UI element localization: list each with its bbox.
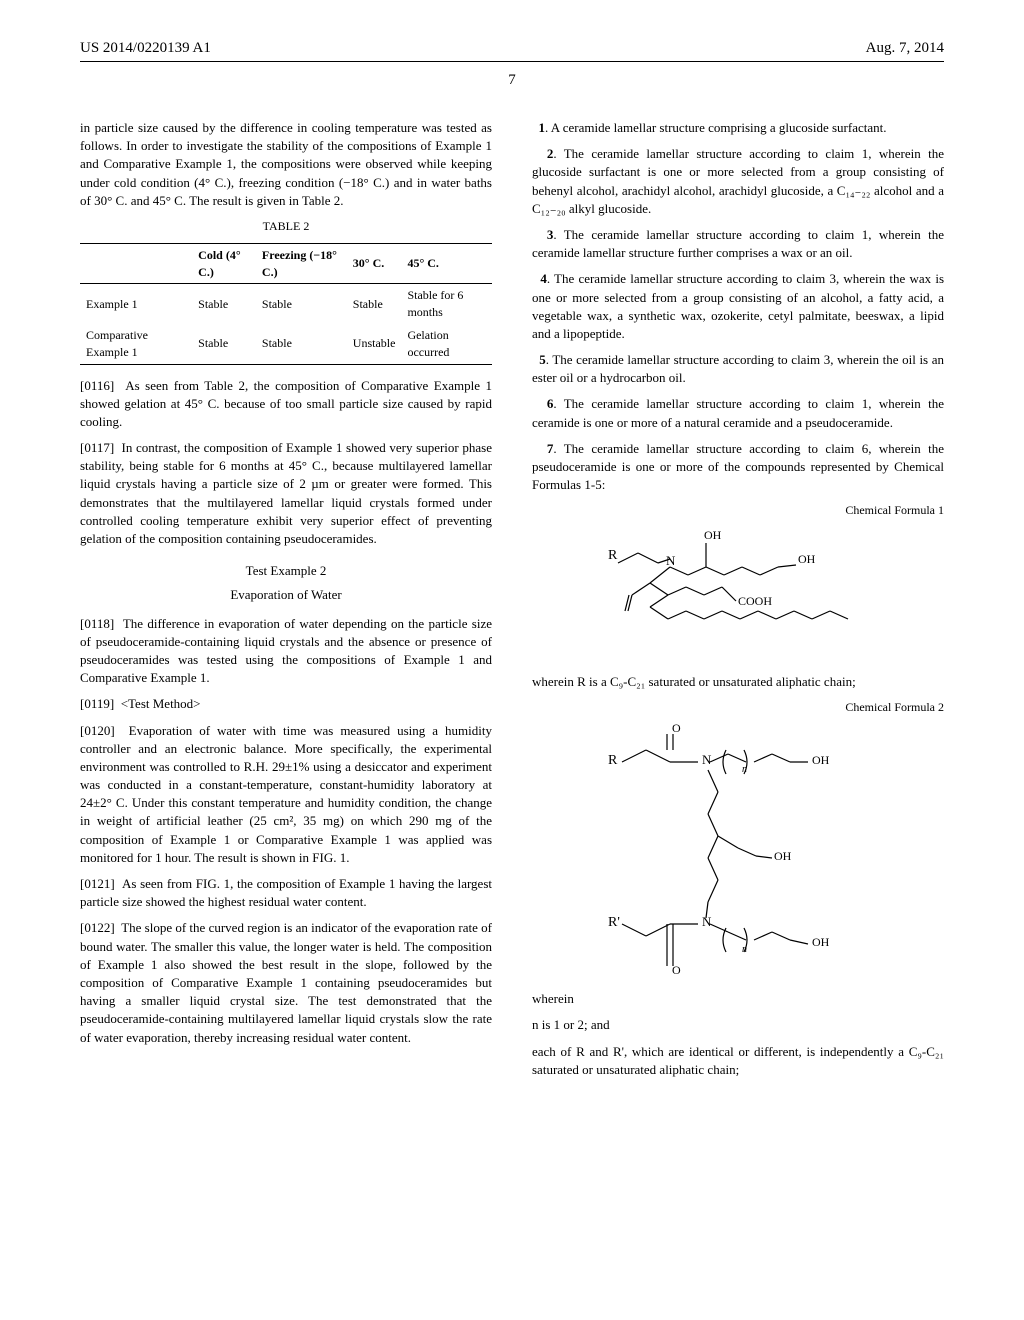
test-example-2-subtitle: Evaporation of Water <box>80 586 492 604</box>
formula-1-desc: wherein R is a C₉-C₂₁ saturated or unsat… <box>532 673 944 691</box>
formula-2-r: each of R and R', which are identical or… <box>532 1043 944 1079</box>
svg-text:R: R <box>608 548 618 563</box>
t2-r1c1: Stable <box>192 324 256 364</box>
t2-r0c3: Stable <box>347 284 402 324</box>
svg-text:O: O <box>672 721 681 735</box>
table2-caption: TABLE 2 <box>80 218 492 235</box>
t2-r0c1: Stable <box>192 284 256 324</box>
svg-text:OH: OH <box>774 849 792 863</box>
para-0120: [0120] Evaporation of water with time wa… <box>80 722 492 868</box>
left-column: in particle size caused by the differenc… <box>80 119 492 1087</box>
svg-text:n: n <box>742 764 747 775</box>
svg-text:OH: OH <box>798 552 816 566</box>
svg-text:R': R' <box>608 915 620 930</box>
para-0121-text: As seen from FIG. 1, the composition of … <box>80 876 492 909</box>
t2-r1c3: Unstable <box>347 324 402 364</box>
para-0116: [0116] As seen from Table 2, the composi… <box>80 377 492 432</box>
intro-paragraph: in particle size caused by the differenc… <box>80 119 492 210</box>
t2-r0c0: Example 1 <box>80 284 192 324</box>
t2-r1c4: Gelation occurred <box>401 324 492 364</box>
table-2: Cold (4° C.) Freezing (−18° C.) 30° C. 4… <box>80 243 492 365</box>
t2-h1: Cold (4° C.) <box>192 243 256 284</box>
svg-text:N: N <box>702 752 712 767</box>
para-0118-num: [0118] <box>80 616 114 631</box>
claim-2: 2. The ceramide lamellar structure accor… <box>532 145 944 218</box>
claim-7: 7. The ceramide lamellar structure accor… <box>532 440 944 495</box>
para-0120-num: [0120] <box>80 723 115 738</box>
para-0119-text: <Test Method> <box>121 696 201 711</box>
claim-6: 6. The ceramide lamellar structure accor… <box>532 395 944 431</box>
para-0117-text: In contrast, the composition of Example … <box>80 440 492 546</box>
para-0121-num: [0121] <box>80 876 115 891</box>
para-0118: [0118] The difference in evaporation of … <box>80 615 492 688</box>
t2-h4: 45° C. <box>401 243 492 284</box>
svg-text:N: N <box>666 553 676 568</box>
page-header: US 2014/0220139 A1 Aug. 7, 2014 <box>80 40 944 62</box>
t2-h2: Freezing (−18° C.) <box>256 243 347 284</box>
formula-2-n: n is 1 or 2; and <box>532 1016 944 1034</box>
para-0118-text: The difference in evaporation of water d… <box>80 616 492 686</box>
publication-date: Aug. 7, 2014 <box>866 40 944 57</box>
para-0122-text: The slope of the curved region is an ind… <box>80 920 492 1044</box>
chemical-formula-1: R OH OH COOH N <box>598 523 878 663</box>
para-0117: [0117] In contrast, the composition of E… <box>80 439 492 548</box>
chemical-formula-2: R O N OH OH OH N R' On n <box>598 720 878 980</box>
svg-text:COOH: COOH <box>738 594 772 608</box>
svg-text:N: N <box>702 914 712 929</box>
test-example-2-title: Test Example 2 <box>80 562 492 580</box>
t2-r0c4: Stable for 6 months <box>401 284 492 324</box>
right-column: 11. A ceramide lamellar structure compri… <box>532 119 944 1087</box>
claim-4: 4. The ceramide lamellar structure accor… <box>532 270 944 343</box>
t2-r0c2: Stable <box>256 284 347 324</box>
para-0122-num: [0122] <box>80 920 115 935</box>
formula-2-label: Chemical Formula 2 <box>532 699 944 716</box>
para-0120-text: Evaporation of water with time was measu… <box>80 723 492 865</box>
svg-text:OH: OH <box>704 528 722 542</box>
svg-text:O: O <box>672 963 681 977</box>
t2-h0 <box>80 243 192 284</box>
formula-2-wherein: wherein <box>532 990 944 1008</box>
para-0119: [0119] <Test Method> <box>80 695 492 713</box>
claim-5: 5. The ceramide lamellar structure accor… <box>532 351 944 387</box>
t2-r1c2: Stable <box>256 324 347 364</box>
publication-number: US 2014/0220139 A1 <box>80 40 211 57</box>
para-0116-text: As seen from Table 2, the composition of… <box>80 378 492 429</box>
svg-text:R: R <box>608 753 618 768</box>
svg-text:n: n <box>742 944 747 955</box>
para-0122: [0122] The slope of the curved region is… <box>80 919 492 1046</box>
formula-1-label: Chemical Formula 1 <box>532 502 944 519</box>
claim-3: 3. The ceramide lamellar structure accor… <box>532 226 944 262</box>
page-number: 7 <box>80 72 944 89</box>
para-0119-num: [0119] <box>80 696 114 711</box>
t2-r1c0: Comparative Example 1 <box>80 324 192 364</box>
para-0117-num: [0117] <box>80 440 114 455</box>
claim-1: 11. A ceramide lamellar structure compri… <box>532 119 944 137</box>
para-0116-num: [0116] <box>80 378 114 393</box>
t2-h3: 30° C. <box>347 243 402 284</box>
svg-text:OH: OH <box>812 753 830 767</box>
svg-text:OH: OH <box>812 935 830 949</box>
para-0121: [0121] As seen from FIG. 1, the composit… <box>80 875 492 911</box>
